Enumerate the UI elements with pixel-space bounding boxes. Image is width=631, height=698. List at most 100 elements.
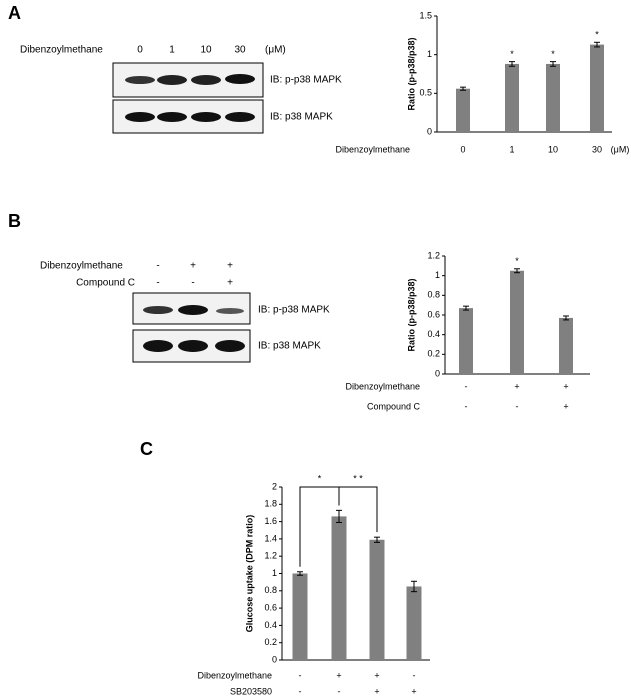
row-label: -	[299, 686, 302, 696]
bar	[456, 88, 470, 132]
lane-label: +	[190, 261, 196, 272]
y-axis-label: Ratio (p-p38/p38)	[406, 37, 416, 110]
x-tick-label: 1	[509, 144, 514, 154]
band	[143, 306, 173, 314]
y-tick-label: 0.2	[264, 637, 277, 647]
significance: *	[510, 49, 514, 59]
y-tick-label: 0.8	[427, 290, 440, 300]
lane-label: 30	[234, 45, 246, 56]
blot-label: IB: p-p38 MAPK	[270, 75, 342, 86]
blot-header: Dibenzoylmethane	[20, 45, 103, 56]
y-axis-label: Glucose uptake (DPM ratio)	[244, 515, 254, 633]
y-tick-label: 1.8	[264, 499, 277, 509]
row-name: Compound C	[367, 401, 421, 411]
panel-letter: A	[8, 3, 21, 23]
row-label: +	[563, 401, 568, 411]
lane-label: -	[156, 261, 159, 272]
bar	[559, 317, 573, 374]
y-tick-label: 1.2	[264, 551, 277, 561]
row-label: +	[563, 381, 568, 391]
row-name: Dibenzoylmethane	[345, 381, 420, 391]
y-tick-label: 0	[435, 368, 440, 378]
bar	[406, 586, 422, 660]
significance: *	[515, 256, 519, 266]
comparison-label: *	[318, 473, 322, 483]
y-tick-label: 1.6	[264, 516, 277, 526]
x-tick-label: 10	[548, 144, 558, 154]
row-label: +	[411, 686, 416, 696]
bar	[510, 270, 524, 374]
unit: (μM)	[611, 144, 630, 154]
blot-a: Dibenzoylmethane 0 1 10 30 (μM) IB: p-p3…	[20, 45, 342, 134]
y-tick-label: 1	[272, 568, 277, 578]
band	[191, 112, 221, 122]
lane-label: 1	[169, 45, 175, 56]
x-tick-label: 0	[460, 144, 465, 154]
significance: *	[595, 30, 599, 40]
band	[157, 112, 187, 122]
lane-label: -	[156, 278, 159, 289]
y-tick-label: 0.6	[264, 602, 277, 612]
row-label: -	[338, 686, 341, 696]
y-tick-label: 1	[435, 270, 440, 280]
band	[225, 112, 255, 122]
bar	[331, 516, 347, 660]
blot-label: IB: p38 MAPK	[270, 112, 333, 123]
significance: *	[551, 49, 555, 59]
y-tick-label: 2	[272, 481, 277, 491]
y-tick-label: 0.8	[264, 585, 277, 595]
unit: (μM)	[265, 45, 286, 56]
lane-label: -	[191, 278, 194, 289]
y-tick-label: 0	[272, 654, 277, 664]
y-tick-label: 1.2	[427, 250, 440, 260]
y-tick-label: 0.6	[427, 309, 440, 319]
band	[216, 308, 244, 314]
bar	[590, 44, 604, 132]
blot-label: IB: p38 MAPK	[258, 341, 321, 352]
y-tick-label: 0	[427, 126, 432, 136]
bar	[369, 539, 385, 660]
row-name: Dibenzoylmethane	[40, 261, 123, 272]
lane-label: +	[227, 278, 233, 289]
x-axis-label: Dibenzoylmethane	[335, 144, 410, 154]
y-tick-label: 0.2	[427, 349, 440, 359]
lane-label: 10	[200, 45, 212, 56]
row-label: -	[299, 670, 302, 680]
y-tick-label: 1	[427, 49, 432, 59]
row-label: +	[514, 381, 519, 391]
bar	[546, 63, 560, 132]
row-label: +	[374, 686, 379, 696]
row-name: Dibenzoylmethane	[197, 670, 272, 680]
row-name: SB203580	[230, 686, 272, 696]
band	[125, 76, 155, 84]
y-tick-label: 1.4	[264, 533, 277, 543]
bar	[505, 63, 519, 132]
row-label: -	[465, 381, 468, 391]
row-name: Compound C	[76, 278, 135, 289]
row-label: +	[336, 670, 341, 680]
band	[191, 75, 221, 85]
bar	[459, 308, 473, 374]
band	[157, 75, 187, 85]
row-label: +	[374, 670, 379, 680]
band	[225, 74, 255, 84]
band	[178, 305, 208, 315]
y-tick-label: 0.4	[427, 329, 440, 339]
panel-letter: C	[140, 439, 153, 459]
y-tick-label: 1.5	[419, 10, 432, 20]
row-label: -	[516, 401, 519, 411]
x-tick-label: 30	[592, 144, 602, 154]
blot-label: IB: p-p38 MAPK	[258, 305, 330, 316]
lane-label: +	[227, 261, 233, 272]
blot-b: Dibenzoylmethane - + + Compound C - - + …	[40, 261, 330, 363]
bar	[292, 573, 308, 660]
lane-label: 0	[137, 45, 143, 56]
comparison-bracket	[338, 486, 378, 533]
y-tick-label: 0.4	[264, 620, 277, 630]
band	[125, 112, 155, 122]
row-label: -	[413, 670, 416, 680]
panel-letter: B	[8, 211, 21, 231]
band	[178, 340, 208, 352]
y-tick-label: 0.5	[419, 88, 432, 98]
